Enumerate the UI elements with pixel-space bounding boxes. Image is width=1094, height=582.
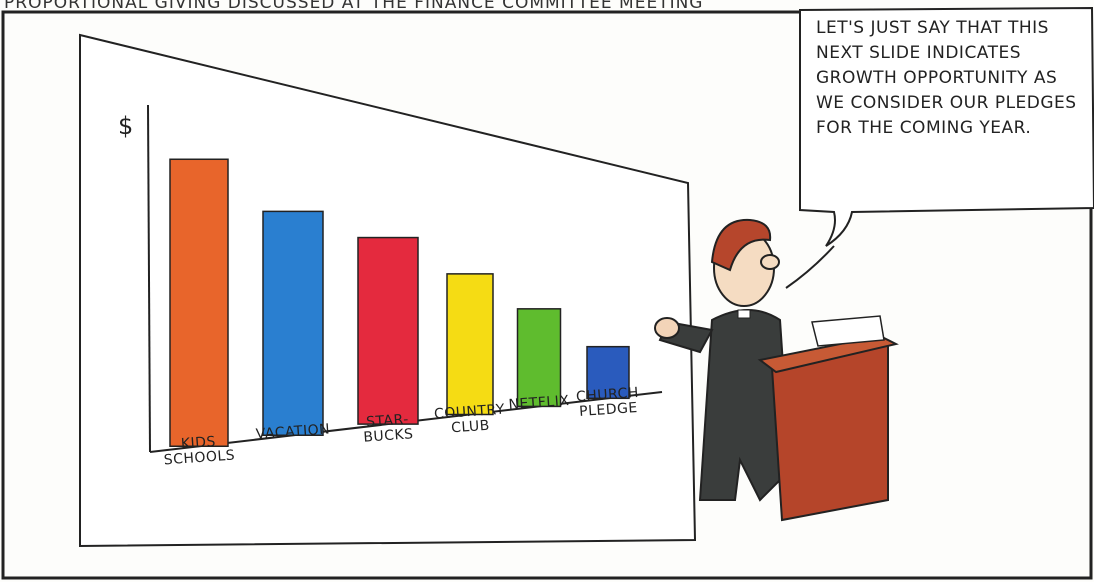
y-axis: [147, 104, 151, 453]
x-tick-label: STAR- BUCKS: [362, 411, 415, 446]
bar: [446, 273, 494, 416]
bar: [516, 308, 562, 408]
caption: PROPORTIONAL GIVING DISCUSSED AT THE FIN…: [4, 0, 704, 13]
bar: [586, 345, 630, 400]
y-axis-label: $: [118, 112, 134, 140]
bubble-tail: [785, 245, 835, 289]
x-tick-label: COUNTRY CLUB: [433, 401, 506, 436]
panel-border: [1, 10, 1093, 580]
bar: [169, 158, 229, 448]
speech-bubble: [799, 6, 1094, 247]
bar: [357, 236, 419, 425]
preacher: [654, 218, 792, 502]
speech-text: LET'S JUST SAY THAT THIS NEXT SLIDE INDI…: [816, 18, 1077, 138]
podium: [757, 315, 899, 522]
x-tick-label: CHURCH PLEDGE: [575, 385, 640, 421]
x-tick-label: KIDS SCHOOLS: [163, 434, 236, 469]
bar: [262, 210, 324, 436]
